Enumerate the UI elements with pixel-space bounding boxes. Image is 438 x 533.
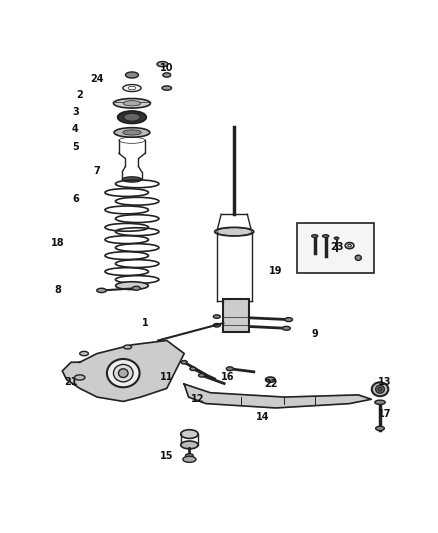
- Text: 22: 22: [265, 379, 278, 389]
- Ellipse shape: [181, 430, 198, 439]
- Text: 12: 12: [191, 394, 204, 404]
- Ellipse shape: [183, 456, 196, 462]
- Ellipse shape: [125, 72, 138, 78]
- Ellipse shape: [283, 326, 290, 330]
- Ellipse shape: [190, 367, 196, 370]
- Text: 15: 15: [160, 451, 173, 461]
- Ellipse shape: [195, 392, 204, 398]
- Ellipse shape: [213, 315, 220, 318]
- Text: 4: 4: [72, 124, 79, 134]
- Text: 16: 16: [221, 373, 234, 383]
- Ellipse shape: [181, 441, 198, 449]
- Ellipse shape: [334, 237, 339, 239]
- Text: 7: 7: [94, 166, 100, 176]
- Ellipse shape: [97, 288, 106, 293]
- Ellipse shape: [185, 454, 193, 458]
- Ellipse shape: [157, 61, 168, 67]
- Ellipse shape: [198, 374, 205, 377]
- Ellipse shape: [285, 318, 293, 321]
- Text: 18: 18: [51, 238, 65, 247]
- Ellipse shape: [312, 235, 318, 237]
- Bar: [297, 223, 374, 273]
- Text: 24: 24: [90, 75, 104, 84]
- Ellipse shape: [118, 369, 128, 377]
- Ellipse shape: [215, 228, 254, 236]
- Ellipse shape: [123, 130, 141, 135]
- Ellipse shape: [132, 286, 140, 290]
- Text: 11: 11: [160, 373, 173, 383]
- Text: 13: 13: [378, 377, 391, 387]
- Ellipse shape: [116, 282, 148, 289]
- Ellipse shape: [378, 387, 382, 391]
- Ellipse shape: [375, 400, 385, 405]
- Text: 17: 17: [378, 409, 391, 419]
- Text: 3: 3: [72, 107, 79, 117]
- Text: 6: 6: [72, 194, 79, 204]
- Ellipse shape: [124, 114, 140, 121]
- Ellipse shape: [163, 73, 171, 77]
- Ellipse shape: [80, 351, 88, 356]
- Ellipse shape: [122, 177, 141, 182]
- Text: 1: 1: [141, 318, 148, 328]
- Ellipse shape: [114, 128, 150, 137]
- Ellipse shape: [372, 382, 389, 396]
- Polygon shape: [184, 384, 371, 408]
- Text: 19: 19: [269, 266, 283, 276]
- Ellipse shape: [376, 426, 385, 431]
- Ellipse shape: [265, 377, 275, 382]
- Ellipse shape: [322, 235, 328, 237]
- Text: 10: 10: [160, 63, 173, 74]
- Ellipse shape: [124, 345, 131, 349]
- Text: 5: 5: [72, 142, 79, 152]
- Ellipse shape: [113, 365, 133, 382]
- Ellipse shape: [107, 359, 140, 387]
- Ellipse shape: [213, 324, 220, 327]
- Ellipse shape: [74, 375, 85, 380]
- Ellipse shape: [226, 367, 233, 371]
- Ellipse shape: [113, 99, 150, 108]
- Text: 21: 21: [64, 377, 78, 387]
- Text: 14: 14: [256, 411, 269, 422]
- Text: 2: 2: [76, 90, 83, 100]
- Ellipse shape: [162, 86, 172, 90]
- Ellipse shape: [123, 101, 141, 106]
- Polygon shape: [62, 341, 184, 401]
- Ellipse shape: [376, 385, 385, 393]
- Ellipse shape: [118, 111, 146, 123]
- Text: 9: 9: [311, 329, 318, 339]
- Ellipse shape: [355, 255, 361, 261]
- Bar: [223, 299, 250, 332]
- Text: 23: 23: [330, 242, 343, 252]
- Ellipse shape: [181, 360, 187, 364]
- Text: 8: 8: [54, 286, 61, 295]
